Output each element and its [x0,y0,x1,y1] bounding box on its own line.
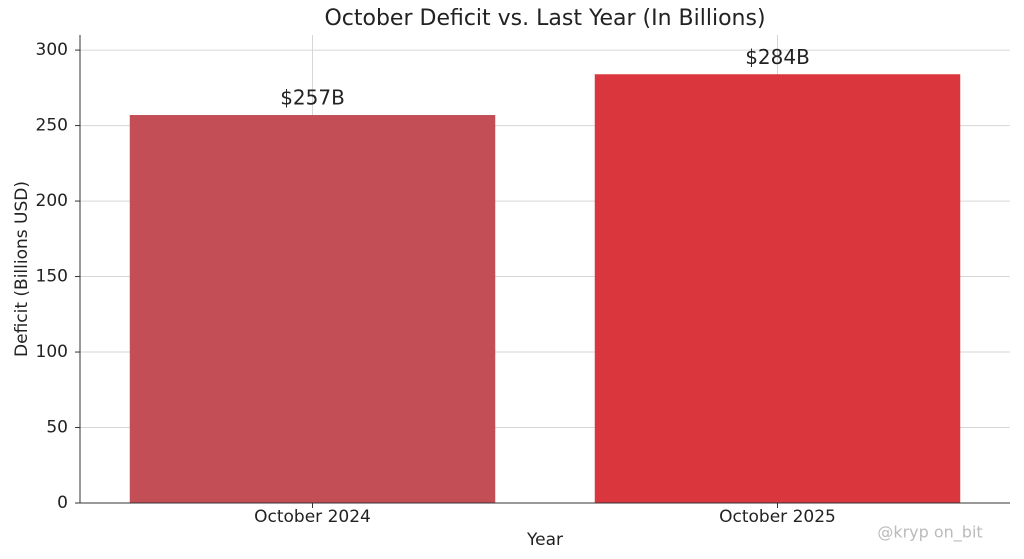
value-label: $257B [280,86,345,110]
x-axis-label: Year [526,530,563,550]
bar [129,115,496,503]
y-tick-label: 250 [36,116,68,136]
y-tick-label: 200 [36,191,68,211]
watermark: @kryp on_bit [877,523,982,543]
y-tick-label: 300 [36,40,68,60]
y-tick-label: 100 [36,342,68,362]
y-tick-label: 150 [36,267,68,287]
y-axis-label: Deficit (Billions USD) [12,181,32,357]
bar [594,74,961,503]
y-tick-label: 50 [46,418,68,438]
x-tick-label: October 2025 [719,507,836,527]
y-tick-label: 0 [57,493,68,513]
x-tick-label: October 2024 [254,507,371,527]
value-label: $284B [745,45,810,69]
chart-title: October Deficit vs. Last Year (In Billio… [324,6,765,31]
